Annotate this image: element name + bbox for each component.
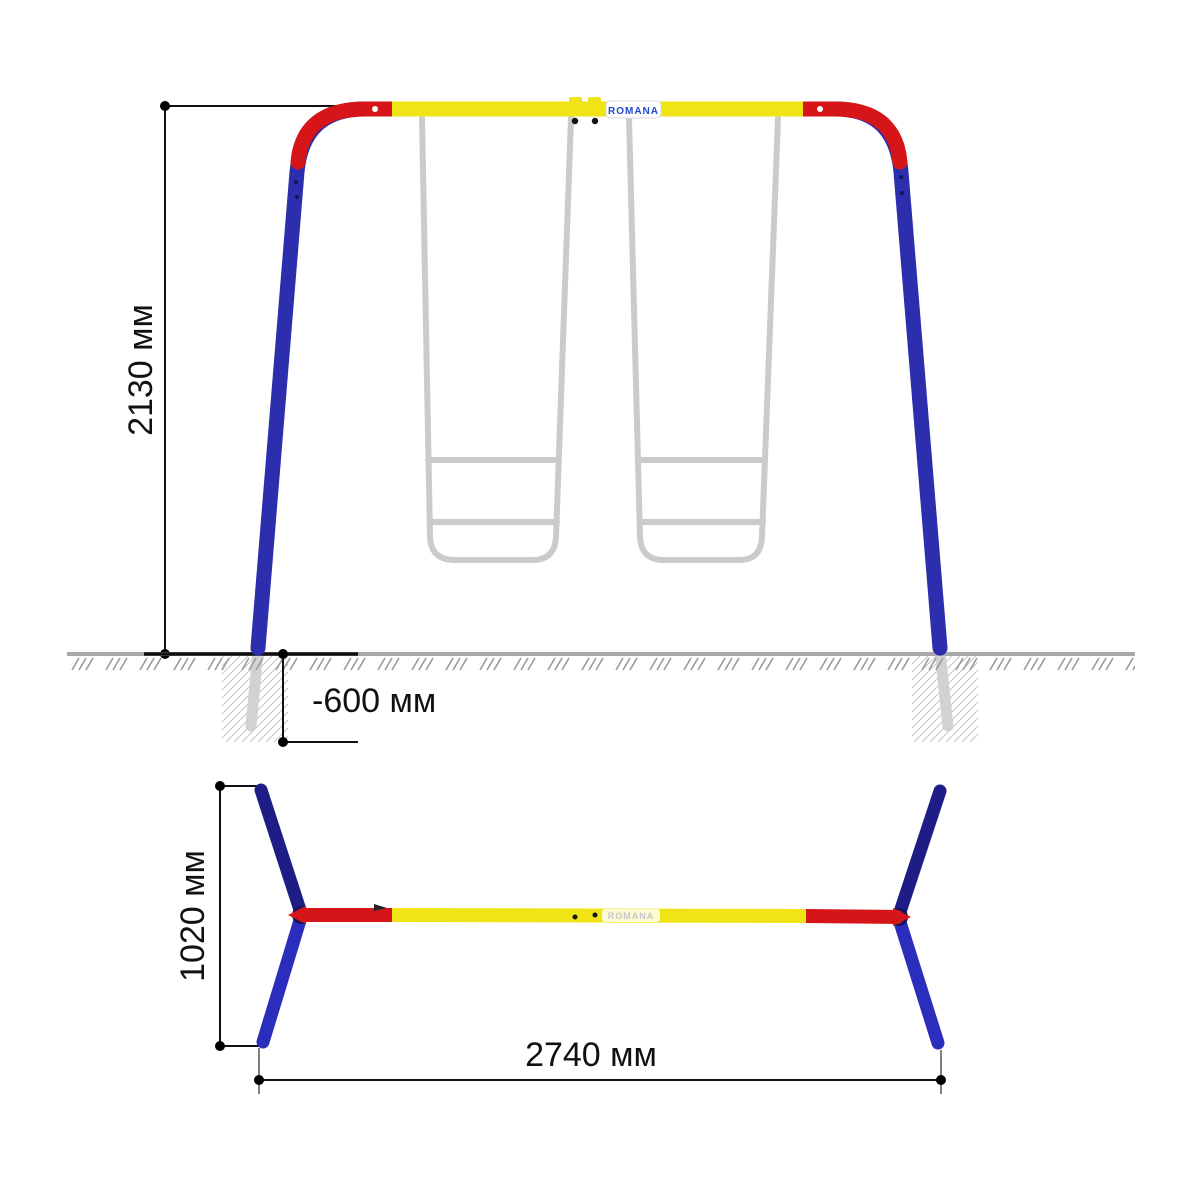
frame-corner-right (794, 101, 908, 170)
right-rear-leg (892, 784, 947, 922)
brand-label: ROMANA (608, 106, 659, 117)
swing1-right-rope (553, 115, 574, 540)
ground (67, 652, 1135, 672)
chain-hook (591, 117, 599, 125)
swing-seat-1 (419, 115, 574, 563)
frame-corner-left (290, 101, 400, 170)
height-dimension-label: 2130 мм (122, 304, 160, 436)
left-rear-leg (254, 783, 308, 920)
swing2-right-rope (759, 115, 781, 540)
swing-seat-2 (626, 115, 781, 563)
chain-hook (571, 117, 579, 125)
top-view: 1020 мм 2740 мм (174, 781, 947, 1094)
dimension-depth: -600 мм (144, 649, 436, 747)
length-dimension-label: 2740 мм (525, 1036, 657, 1074)
dimension-height: 2130 мм (122, 101, 356, 659)
frame-legs (250, 101, 948, 656)
romana-badge: ROMANA (605, 100, 662, 119)
depth-dimension-label: -600 мм (312, 682, 436, 720)
dimension-overall-length: 2740 мм (254, 1036, 946, 1094)
left-front-leg (256, 910, 308, 1049)
swing2-seat-bottom (637, 534, 765, 563)
swing1-left-rope (419, 115, 433, 540)
romana-badge-top: ROMANA (602, 909, 660, 922)
swing1-seat-bottom (427, 534, 559, 563)
right-front-leg (892, 912, 945, 1050)
dimension-base-spread: 1020 мм (174, 781, 261, 1051)
top-view-bar: ROMANA (288, 904, 911, 926)
base-dimension-label: 1020 мм (174, 850, 212, 982)
swing2-left-rope (626, 115, 643, 540)
swing-frame (250, 97, 948, 656)
front-view: 2130 мм -600 мм (67, 97, 1135, 747)
brand-label-faint: ROMANA (608, 911, 655, 921)
